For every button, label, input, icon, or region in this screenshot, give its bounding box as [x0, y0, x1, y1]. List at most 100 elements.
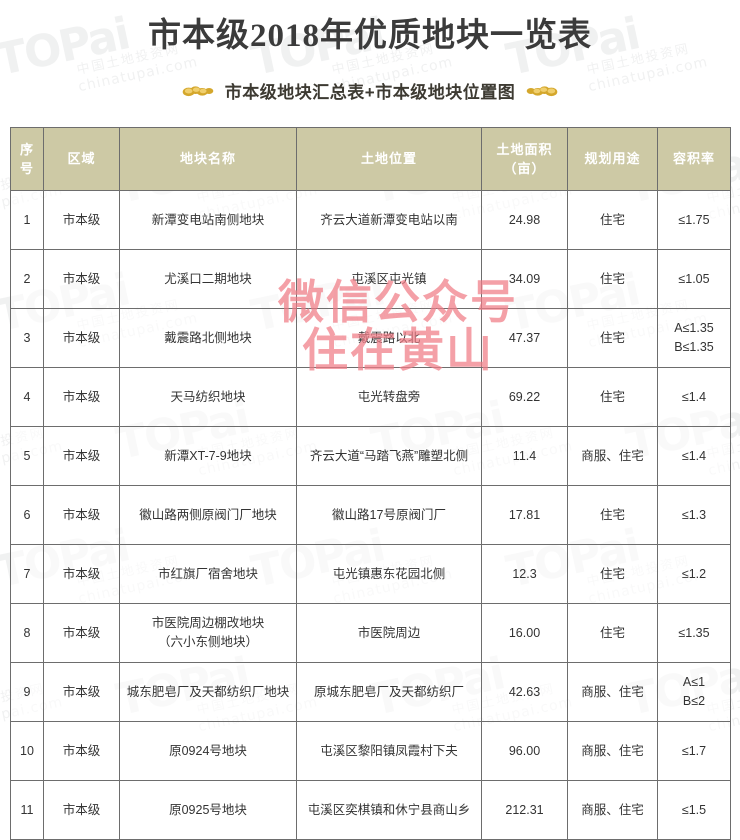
land-table-container: 序号 区域 地块名称 土地位置 土地面积 （亩） 规划用途	[10, 127, 731, 840]
cell-parcel-name: 市医院周边棚改地块 （六小东侧地块）	[119, 603, 297, 663]
table-row: 1 市本级 新潭变电站南侧地块 齐云大道新潭变电站以南 24.98 住宅 ≤1.75	[10, 190, 731, 250]
cell-region-line: 市本级	[62, 507, 101, 522]
cell-region-line: 市本级	[62, 625, 101, 640]
cell-parcel-name: 城东肥皂厂及天都纺织厂地块	[119, 662, 297, 722]
cell-location: 齐云大道“马踏飞燕”雕塑北侧	[296, 426, 482, 486]
cell-seq-line: 7	[23, 566, 31, 581]
cell-region: 市本级	[43, 367, 120, 427]
cell-location-line: 屯光转盘旁	[357, 389, 421, 404]
cell-parcel-name-line: 原0924号地块	[169, 743, 247, 758]
cell-plot-ratio: A≤1.35 B≤1.35	[657, 308, 731, 368]
cell-seq: 9	[10, 662, 44, 722]
column-header-parcel-name: 地块名称	[119, 127, 297, 191]
column-header-region: 区域	[43, 127, 120, 191]
cell-parcel-name: 原0925号地块	[119, 780, 297, 840]
cell-seq: 10	[10, 721, 44, 781]
table-row: 11 市本级 原0925号地块 屯溪区奕棋镇和休宁县商山乡 212.31 商服、住宅 ≤1.…	[10, 780, 731, 840]
cell-plot-ratio-line: B≤1.35	[674, 340, 714, 354]
cell-seq-line: 10	[20, 743, 34, 758]
table-row: 6 市本级 徽山路两侧原阀门厂地块 徽山路17号原阀门厂 17.81 住宅 ≤1.3	[10, 485, 731, 545]
cell-plot-ratio-line: ≤1.7	[681, 743, 707, 758]
cell-plot-ratio: A≤1 B≤2	[657, 662, 731, 722]
cell-seq: 6	[10, 485, 44, 545]
cell-parcel-name: 尤溪口二期地块	[119, 249, 297, 309]
cell-plot-ratio: ≤1.05	[657, 249, 731, 309]
cell-location: 齐云大道新潭变电站以南	[296, 190, 482, 250]
cell-seq-line: 11	[20, 802, 34, 817]
cell-location-line: 屯溪区黎阳镇凤霞村下夫	[320, 743, 458, 758]
cell-land-area: 34.09	[481, 249, 568, 309]
cell-seq-line: 6	[23, 507, 31, 522]
table-row: 7 市本级 市红旗厂宿舍地块 屯光镇惠东花园北侧 12.3 住宅 ≤1.2	[10, 544, 731, 604]
cell-location-line: 屯溪区屯光镇	[351, 271, 427, 286]
cell-planned-use-line: 住宅	[599, 566, 625, 581]
cell-location: 徽山路17号原阀门厂	[296, 485, 482, 545]
cell-region: 市本级	[43, 603, 120, 663]
cell-region-line: 市本级	[62, 389, 101, 404]
cell-region-line: 市本级	[62, 743, 101, 758]
cell-seq: 4	[10, 367, 44, 427]
cell-location-line: 市医院周边	[357, 625, 421, 640]
cell-parcel-name: 新潭变电站南侧地块	[119, 190, 297, 250]
cell-land-area: 69.22	[481, 367, 568, 427]
cell-plot-ratio: ≤1.4	[657, 426, 731, 486]
cell-location-line: 齐云大道“马踏飞燕”雕塑北侧	[309, 448, 469, 463]
cell-land-area: 11.4	[481, 426, 568, 486]
cell-seq-line: 9	[23, 684, 31, 699]
column-header-plot-ratio: 容积率	[657, 127, 731, 191]
cell-region: 市本级	[43, 249, 120, 309]
cell-parcel-name-line: 市红旗厂宿舍地块	[157, 566, 258, 581]
table-row: 5 市本级 新潭XT-7-9地块 齐云大道“马踏飞燕”雕塑北侧 11.4 商服、住宅 ≤1.…	[10, 426, 731, 486]
cell-plot-ratio-line: ≤1.3	[681, 507, 707, 522]
cell-parcel-name-line: 原0925号地块	[169, 802, 247, 817]
cell-planned-use: 商服、住宅	[567, 721, 658, 781]
cell-region: 市本级	[43, 485, 120, 545]
cell-land-area-line: 47.37	[508, 330, 541, 345]
cell-seq-line: 5	[23, 448, 31, 463]
table-row: 2 市本级 尤溪口二期地块 屯溪区屯光镇 34.09 住宅 ≤1.05	[10, 249, 731, 309]
land-parcels-table: 序号 区域 地块名称 土地位置 土地面积 （亩） 规划用途	[10, 127, 731, 840]
cell-parcel-name-line: （六小东侧地块）	[157, 635, 258, 649]
cell-plot-ratio-line: ≤1.4	[681, 448, 707, 463]
cell-land-area: 212.31	[481, 780, 568, 840]
cell-region-line: 市本级	[62, 802, 101, 817]
cell-land-area-line: 11.4	[512, 448, 537, 463]
cell-parcel-name-line: 新潭XT-7-9地块	[164, 448, 252, 463]
cell-planned-use: 住宅	[567, 249, 658, 309]
cell-land-area-line: 12.3	[512, 566, 537, 581]
cell-land-area-line: 34.09	[508, 271, 541, 286]
cell-location-line: 屯光镇惠东花园北侧	[332, 566, 446, 581]
cell-seq-line: 3	[23, 330, 31, 345]
cell-parcel-name-line: 城东肥皂厂及天都纺织厂地块	[126, 684, 290, 699]
page-title: 市本级2018年优质地块一览表	[148, 18, 592, 54]
table-body: 1 市本级 新潭变电站南侧地块 齐云大道新潭变电站以南 24.98 住宅 ≤1.75 2 市本级…	[10, 190, 731, 840]
cell-land-area: 96.00	[481, 721, 568, 781]
cloud-ornament-right-icon	[525, 84, 559, 98]
cell-land-area: 47.37	[481, 308, 568, 368]
cell-land-area: 16.00	[481, 603, 568, 663]
cell-plot-ratio: ≤1.75	[657, 190, 731, 250]
cell-parcel-name: 天马纺织地块	[119, 367, 297, 427]
cell-plot-ratio-line: A≤1	[682, 675, 706, 690]
cell-planned-use: 住宅	[567, 190, 658, 250]
cell-planned-use: 住宅	[567, 603, 658, 663]
cell-plot-ratio: ≤1.2	[657, 544, 731, 604]
table-row: 9 市本级 城东肥皂厂及天都纺织厂地块 原城东肥皂厂及天都纺织厂 42.63 商服、住宅 A…	[10, 662, 731, 722]
cell-region-line: 市本级	[62, 212, 101, 227]
cell-region: 市本级	[43, 308, 120, 368]
cell-planned-use-line: 住宅	[599, 330, 625, 345]
cell-plot-ratio: ≤1.3	[657, 485, 731, 545]
cell-location: 市医院周边	[296, 603, 482, 663]
cell-location: 屯溪区黎阳镇凤霞村下夫	[296, 721, 482, 781]
cell-planned-use: 住宅	[567, 485, 658, 545]
cell-land-area: 24.98	[481, 190, 568, 250]
cell-seq: 7	[10, 544, 44, 604]
cell-plot-ratio: ≤1.7	[657, 721, 731, 781]
cell-plot-ratio: ≤1.5	[657, 780, 731, 840]
cell-land-area-line: 42.63	[508, 684, 541, 699]
table-row: 8 市本级 市医院周边棚改地块 （六小东侧地块） 市医院周边 16.00 住宅 ≤1.35	[10, 603, 731, 663]
table-row: 10 市本级 原0924号地块 屯溪区黎阳镇凤霞村下夫 96.00 商服、住宅 ≤1.7	[10, 721, 731, 781]
cell-plot-ratio-line: ≤1.75	[678, 212, 710, 227]
cell-plot-ratio-line: ≤1.2	[681, 566, 707, 581]
cell-seq-line: 2	[23, 271, 31, 286]
